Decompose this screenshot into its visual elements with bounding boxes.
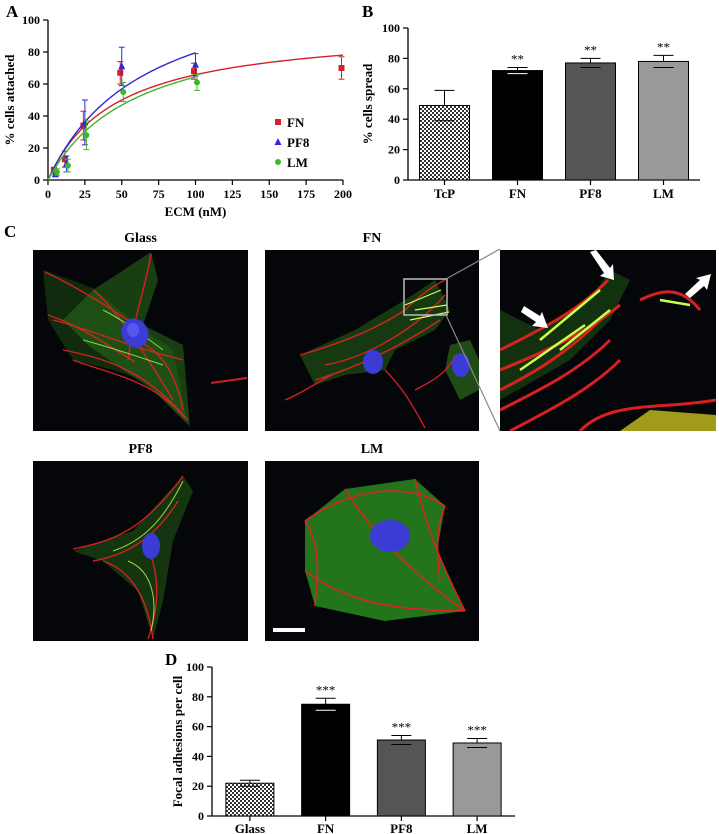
chart-b-x-tick-label-lm: LM	[653, 186, 674, 201]
chart-a-legend-marker	[275, 159, 281, 165]
chart-d-y-tick-label: 0	[198, 809, 204, 823]
micrograph-pf8	[33, 461, 248, 641]
chart-a-x-label: ECM (nM)	[165, 204, 227, 219]
chart-b-y-tick-label: 60	[388, 82, 400, 96]
chart-d-x-tick-label-fn: FN	[317, 821, 335, 834]
chart-d-y-tick-label: 20	[192, 779, 204, 793]
chart-b-x-tick-label-fn: FN	[509, 186, 527, 201]
chart-d-y-tick-label: 40	[192, 749, 204, 763]
chart-a-point-lm	[83, 132, 90, 139]
zoom-connector	[445, 248, 501, 432]
chart-a-y-label: % cells attached	[2, 54, 17, 146]
chart-a-x-tick-label: 75	[153, 187, 165, 201]
chart-d-significance: ***	[467, 723, 487, 738]
chart-a-legend-marker	[275, 119, 281, 125]
chart-a-y-tick-label: 40	[28, 109, 40, 123]
chart-b-bar-fn	[492, 70, 543, 181]
chart-a-legend-label-fn: FN	[287, 115, 305, 130]
chart-a-x-tick-label: 100	[187, 187, 205, 201]
chart-a-point-fn	[191, 68, 197, 75]
chart-b-y-tick-label: 100	[382, 21, 400, 35]
chart-a-point-pf8	[118, 62, 126, 70]
chart-d-y-label: Focal adhesions per cell	[170, 675, 185, 807]
chart-d-x-tick-label-pf8: PF8	[390, 821, 413, 834]
chart-a-point-lm	[64, 162, 71, 169]
chart-d-y-tick-label: 80	[192, 690, 204, 704]
chart-d-x-tick-label-glass: Glass	[235, 821, 265, 834]
chart-d-bar-glass	[225, 782, 275, 817]
micrograph-title-lm: LM	[360, 442, 384, 457]
chart-a-x-tick-label: 150	[260, 187, 278, 201]
chart-d-significance: ***	[392, 720, 412, 735]
panel-label-a: A	[6, 2, 19, 21]
chart-b-bar-lm	[638, 60, 689, 181]
micrograph-glass	[33, 250, 248, 431]
chart-b-y-tick-label: 80	[388, 51, 400, 65]
chart-d-y-tick-label: 100	[186, 660, 204, 674]
chart-a-point-pf8	[192, 60, 199, 68]
chart-b-y-tick-label: 20	[388, 143, 400, 157]
chart-a-x-tick-label: 125	[223, 187, 241, 201]
chart-b-significance: **	[511, 52, 524, 67]
chart-b-significance: **	[657, 39, 670, 54]
chart-a-legend-label-lm: LM	[287, 155, 308, 170]
chart-b-y-tick-label: 40	[388, 112, 400, 126]
chart-d-bar-pf8	[376, 739, 426, 817]
chart-a-x-tick-label: 25	[79, 187, 91, 201]
chart-b-y-label: % cells spread	[360, 63, 375, 144]
chart-b-bar-pf8	[565, 62, 616, 181]
chart-b-x-tick-label-pf8: PF8	[579, 186, 602, 201]
panel-label-c: C	[4, 222, 17, 241]
chart-a-y-tick-label: 80	[28, 45, 40, 59]
chart-a-point-lm	[120, 89, 127, 95]
chart-a-y-tick-label: 60	[28, 77, 40, 91]
chart-b-bar-tcp	[419, 105, 470, 181]
chart-a-fit-pf8	[47, 52, 196, 181]
chart-d-y-tick-label: 60	[192, 720, 204, 734]
chart-a-y-tick-label: 0	[34, 173, 40, 187]
micrograph-title-pf8: PF8	[128, 442, 153, 457]
chart-a-x-tick-label: 200	[334, 187, 352, 201]
chart-b-y-tick-label: 0	[394, 173, 400, 187]
arrow-icon	[521, 250, 711, 328]
chart-a-x-tick-label: 175	[297, 187, 315, 201]
chart-d-bar-lm	[452, 742, 502, 817]
chart-a-point-fn	[80, 122, 87, 129]
micrograph-title-glass: Glass	[124, 231, 157, 246]
micrograph-title-fn: FN	[362, 231, 382, 246]
micrograph-fn	[265, 250, 479, 431]
chart-a-point-fn	[117, 69, 124, 76]
chart-d-x-tick-label-lm: LM	[467, 821, 488, 834]
chart-a-fit-lm	[47, 76, 196, 181]
chart-a-y-tick-label: 100	[22, 13, 40, 27]
chart-a-y-tick-label: 20	[28, 141, 40, 155]
micrograph-lm	[265, 461, 479, 641]
chart-a-x-tick-label: 0	[45, 187, 51, 201]
chart-a-point-lm	[53, 169, 60, 175]
panel-label-d: D	[165, 650, 178, 669]
chart-d-bar-fn	[301, 703, 351, 817]
chart-d-significance: ***	[316, 682, 336, 697]
micrograph-fn-zoom	[500, 250, 716, 431]
scale-bar	[273, 628, 305, 632]
chart-b-significance: **	[584, 42, 597, 57]
panel-label-b: B	[362, 2, 374, 21]
chart-a-x-tick-label: 50	[116, 187, 128, 201]
chart-a-point-lm	[194, 79, 200, 86]
chart-a-point-fn	[338, 65, 345, 71]
chart-b-x-tick-label-tcp: TcP	[434, 186, 455, 201]
chart-a-legend-marker	[274, 138, 282, 145]
chart-a-legend-label-pf8: PF8	[287, 135, 310, 150]
